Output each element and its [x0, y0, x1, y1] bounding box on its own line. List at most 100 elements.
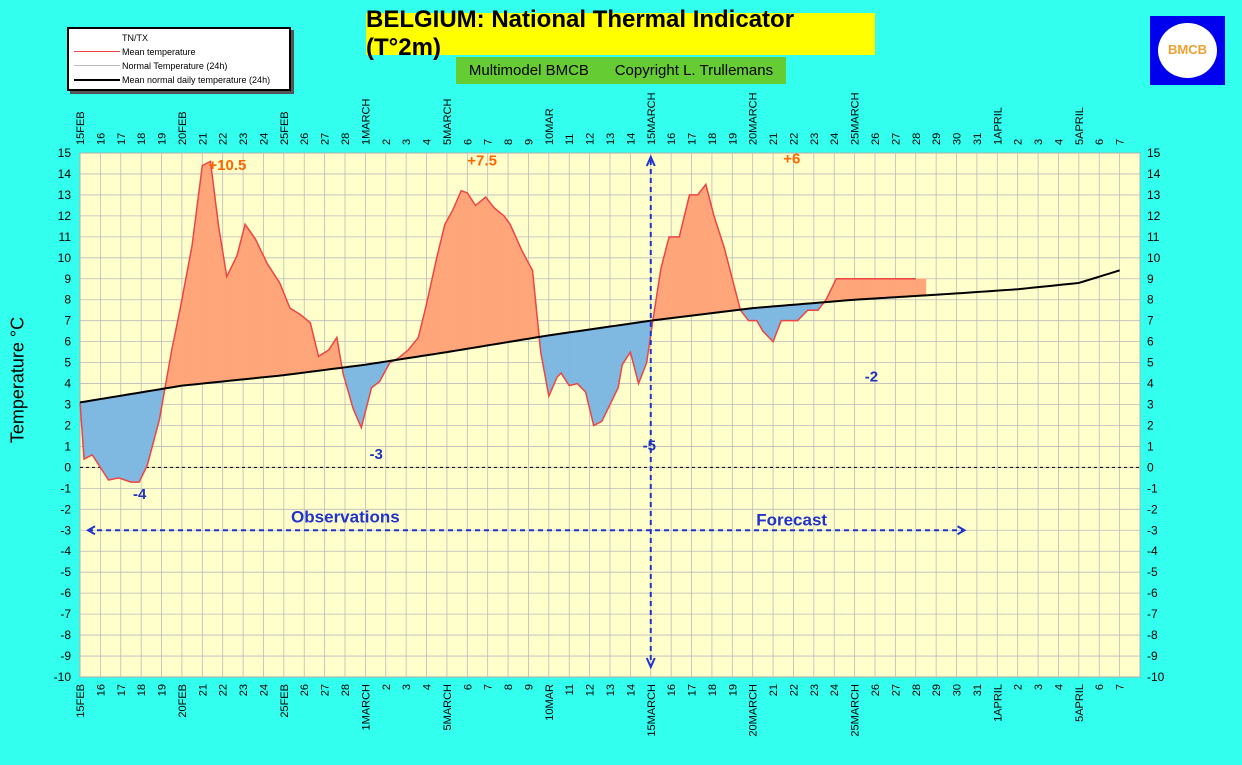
anomaly-segment [452, 190, 462, 352]
x-tick-label-top: 25FEB [279, 111, 291, 145]
x-tick-label-bottom: 15MARCH [646, 684, 658, 737]
y-tick-label-left: 10 [58, 251, 72, 265]
x-tick-label-top: 13 [605, 133, 617, 145]
x-tick-label-top: 22 [788, 133, 800, 145]
y-tick-label-right: -10 [1147, 670, 1165, 684]
x-tick-label-top: 26 [299, 133, 311, 145]
y-tick-label-right: 4 [1147, 377, 1154, 391]
x-tick-label-top: 15MARCH [646, 92, 658, 145]
x-tick-label-bottom: 26 [299, 684, 311, 696]
y-tick-label-left: -2 [60, 502, 71, 516]
x-tick-label-bottom: 28 [911, 684, 923, 696]
x-tick-label-bottom: 3 [1033, 684, 1045, 690]
anomaly-segment [467, 191, 476, 350]
anomaly-segment [503, 215, 511, 344]
y-tick-label-left: -10 [54, 670, 72, 684]
x-tick-label-top: 7 [1115, 139, 1127, 145]
observations-label: Observations [291, 507, 400, 526]
x-tick-label-bottom: 22 [218, 684, 230, 696]
x-tick-label-bottom: 6 [1094, 684, 1106, 690]
legend-label: Normal Temperature (24h) [122, 61, 228, 71]
split-arrow-head-top [645, 154, 656, 167]
x-tick-label-top: 8 [503, 139, 515, 145]
y-tick-label-right: -7 [1147, 607, 1158, 621]
anomaly-segment [244, 223, 256, 380]
y-tick-label-right: 6 [1147, 335, 1154, 349]
x-tick-label-bottom: 27 [320, 684, 332, 696]
y-tick-label-right: 14 [1147, 167, 1161, 181]
x-tick-label-bottom: 23 [238, 684, 250, 696]
anomaly-segment [846, 278, 855, 301]
y-tick-label-left: 2 [64, 418, 71, 432]
y-tick-label-left: 13 [58, 188, 72, 202]
chart-title: BELGIUM: National Thermal Indicator (T°2… [366, 6, 875, 61]
x-tick-label-top: 3 [401, 139, 413, 145]
x-tick-label-bottom: 16 [666, 684, 678, 696]
legend-label: Mean normal daily temperature (24h) [122, 75, 271, 85]
y-tick-label-right: -9 [1147, 649, 1158, 663]
anomaly-segment [789, 304, 798, 321]
x-tick-label-bottom: 5MARCH [442, 684, 454, 731]
x-tick-label-bottom: 19 [727, 684, 739, 696]
x-tick-label-bottom: 15FEB [75, 684, 87, 718]
period-arrow-head-right [957, 525, 967, 536]
x-tick-label-top: 10MAR [544, 108, 556, 145]
y-tick-label-left: -9 [60, 649, 71, 663]
x-tick-label-bottom: 22 [788, 684, 800, 696]
x-tick-label-bottom: 21 [768, 684, 780, 696]
anomaly-segment [748, 307, 758, 321]
anomaly-segment [485, 196, 495, 347]
anomaly-segment [872, 278, 884, 299]
anomaly-annotation: -3 [369, 446, 382, 463]
y-axis-label: Temperature °C [7, 316, 28, 444]
x-tick-label-bottom: 4 [1053, 684, 1065, 690]
y-tick-label-left: 8 [64, 293, 71, 307]
mean-normal-line [79, 269, 1120, 404]
legend-label: TN/TX [122, 33, 148, 43]
x-tick-label-top: 28 [911, 133, 923, 145]
x-tick-label-top: 21 [768, 133, 780, 145]
x-tick-label-top: 12 [585, 133, 597, 145]
x-tick-label-bottom: 11 [564, 684, 576, 695]
y-tick-label-right: -5 [1147, 565, 1158, 579]
anomaly-annotation: +7.5 [467, 153, 497, 170]
x-tick-label-bottom: 24 [829, 684, 841, 696]
x-tick-label-top: 27 [890, 133, 902, 145]
x-tick-label-bottom: 20MARCH [748, 684, 760, 737]
y-tick-label-left: 15 [58, 146, 72, 160]
legend-swatch [74, 51, 120, 52]
x-tick-label-bottom: 31 [972, 684, 984, 696]
anomaly-annotation: +10.5 [208, 157, 246, 174]
anomaly-segment [882, 278, 892, 299]
anomaly-segment [444, 208, 454, 353]
x-tick-label-bottom: 24 [258, 684, 270, 696]
x-tick-label-top: 29 [931, 133, 943, 145]
y-tick-label-left: 1 [64, 439, 71, 453]
anomaly-segment [130, 392, 140, 483]
x-tick-label-bottom: 20FEB [177, 684, 189, 718]
y-tick-label-left: 11 [59, 230, 72, 244]
x-tick-label-top: 18 [136, 133, 148, 145]
x-tick-label-bottom: 23 [809, 684, 821, 696]
x-tick-label-bottom: 3 [401, 684, 413, 690]
x-tick-label-top: 4 [1053, 139, 1065, 145]
x-tick-label-bottom: 16 [95, 684, 107, 696]
x-tick-label-top: 19 [157, 133, 169, 145]
x-tick-label-top: 6 [1094, 139, 1106, 145]
x-tick-label-top: 1MARCH [360, 98, 372, 145]
x-tick-label-top: 9 [523, 139, 535, 145]
y-tick-label-right: 15 [1147, 146, 1161, 160]
y-tick-label-right: 0 [1147, 460, 1154, 474]
x-tick-label-bottom: 21 [197, 684, 209, 696]
arrows [85, 154, 967, 670]
x-tick-label-top: 5MARCH [442, 98, 454, 145]
y-tick-label-right: 13 [1147, 188, 1161, 202]
anomaly-segment [493, 206, 505, 345]
x-tick-label-top: 25MARCH [850, 92, 862, 145]
x-tick-label-top: 6 [462, 139, 474, 145]
x-tick-label-bottom: 8 [503, 684, 515, 690]
x-tick-label-top: 17 [116, 133, 128, 145]
anomaly-segment [289, 307, 301, 375]
x-tick-label-top: 17 [687, 133, 699, 145]
